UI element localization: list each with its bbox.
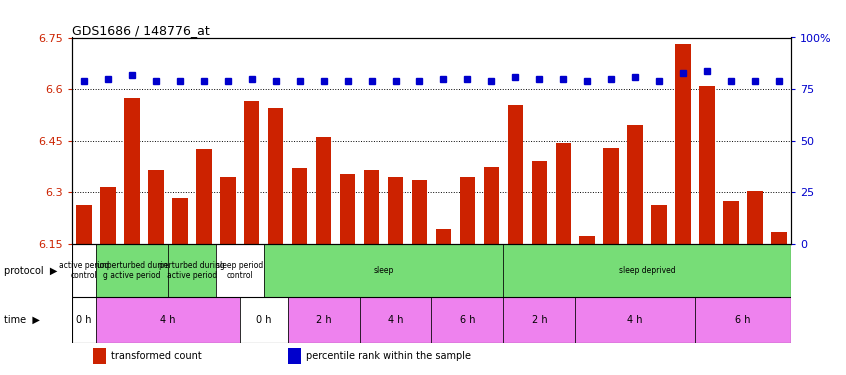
Bar: [723, 201, 739, 244]
Text: percentile rank within the sample: percentile rank within the sample: [305, 351, 470, 361]
Bar: [695, 297, 791, 343]
Bar: [531, 162, 547, 244]
Text: active period
control: active period control: [58, 261, 109, 280]
Bar: [675, 44, 691, 244]
Bar: [288, 297, 360, 343]
Bar: [387, 177, 404, 244]
Bar: [580, 236, 595, 244]
Bar: [503, 297, 575, 343]
Text: 6 h: 6 h: [459, 315, 475, 325]
Bar: [96, 297, 239, 343]
Text: GDS1686 / 148776_at: GDS1686 / 148776_at: [72, 24, 210, 38]
Bar: [93, 348, 107, 364]
Bar: [360, 297, 431, 343]
Bar: [288, 348, 300, 364]
Bar: [96, 244, 168, 297]
Text: protocol  ▶: protocol ▶: [4, 266, 58, 276]
Bar: [340, 174, 355, 244]
Bar: [316, 137, 332, 244]
Bar: [172, 198, 188, 244]
Bar: [651, 204, 667, 244]
Bar: [628, 125, 643, 244]
Bar: [148, 170, 163, 244]
Bar: [239, 297, 288, 343]
Text: 4 h: 4 h: [387, 315, 404, 325]
Bar: [484, 166, 499, 244]
Bar: [292, 168, 307, 244]
Bar: [244, 101, 260, 244]
Bar: [747, 191, 763, 244]
Bar: [76, 204, 91, 244]
Bar: [503, 244, 791, 297]
Bar: [603, 148, 619, 244]
Bar: [436, 229, 451, 244]
Text: 6 h: 6 h: [735, 315, 750, 325]
Text: 4 h: 4 h: [628, 315, 643, 325]
Bar: [72, 244, 96, 297]
Text: sleep period
control: sleep period control: [216, 261, 263, 280]
Bar: [459, 177, 475, 244]
Bar: [364, 170, 379, 244]
Text: time  ▶: time ▶: [4, 315, 40, 325]
Text: 2 h: 2 h: [531, 315, 547, 325]
Text: 2 h: 2 h: [316, 315, 332, 325]
Bar: [700, 86, 715, 244]
Bar: [72, 297, 96, 343]
Bar: [431, 297, 503, 343]
Bar: [196, 149, 212, 244]
Text: transformed count: transformed count: [112, 351, 202, 361]
Bar: [100, 187, 116, 244]
Bar: [216, 244, 264, 297]
Bar: [264, 244, 503, 297]
Bar: [412, 180, 427, 244]
Bar: [556, 142, 571, 244]
Bar: [575, 297, 695, 343]
Text: 4 h: 4 h: [160, 315, 175, 325]
Bar: [508, 105, 523, 244]
Text: 0 h: 0 h: [76, 315, 91, 325]
Text: sleep deprived: sleep deprived: [619, 266, 675, 275]
Text: perturbed during
active period: perturbed during active period: [159, 261, 225, 280]
Bar: [168, 244, 216, 297]
Text: 0 h: 0 h: [256, 315, 272, 325]
Text: unperturbed durin
g active period: unperturbed durin g active period: [96, 261, 168, 280]
Bar: [772, 232, 787, 244]
Text: sleep: sleep: [373, 266, 393, 275]
Bar: [124, 98, 140, 244]
Bar: [268, 108, 283, 244]
Bar: [220, 177, 235, 244]
